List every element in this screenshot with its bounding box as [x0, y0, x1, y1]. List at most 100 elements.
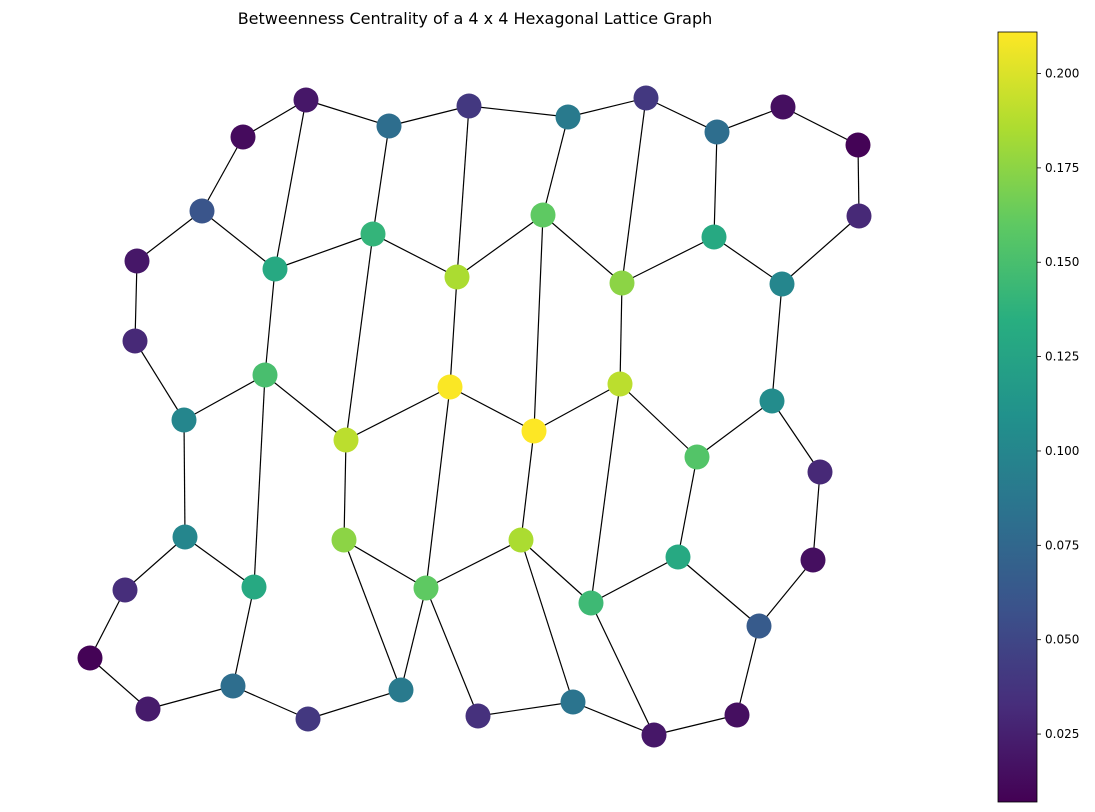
edge-28-29 [542, 116, 569, 216]
graph-node-44 [800, 547, 826, 573]
graph-node-17 [333, 427, 359, 453]
edge-20-21 [425, 587, 479, 717]
edge-29-34 [567, 97, 647, 118]
graph-node-46 [846, 203, 872, 229]
edge-44-45 [812, 471, 821, 561]
edge-36-37 [677, 456, 698, 558]
graph-node-19 [376, 113, 402, 139]
edge-13-19 [305, 99, 390, 127]
graph-node-43 [770, 94, 796, 120]
graph-node-32 [607, 371, 633, 397]
graph-node-42 [769, 271, 795, 297]
edge-31-36 [590, 556, 679, 604]
graph-node-38 [701, 224, 727, 250]
edge-3-11 [183, 374, 266, 421]
edge-20-25 [477, 701, 574, 717]
graph-node-12 [262, 256, 288, 282]
edge-2-10 [184, 536, 255, 588]
graph-node-28 [530, 202, 556, 228]
graph-node-26 [508, 527, 534, 553]
edge-3-4 [134, 340, 185, 421]
colorbar-ticks: 0.025 0.050 0.075 0.100 0.125 0.150 0.175 0.200 [1037, 67, 1079, 741]
edge-17-22 [345, 386, 451, 441]
edge-4-5 [134, 260, 138, 342]
graph-node-14 [295, 706, 321, 732]
colorbar-tick-label: 0.075 [1045, 538, 1079, 552]
graph-node-10 [241, 574, 267, 600]
edge-41-42 [771, 283, 783, 402]
edge-16-17 [343, 439, 347, 541]
graph-node-1 [112, 577, 138, 603]
graph-node-33 [609, 270, 635, 296]
edge-32-37 [619, 383, 698, 458]
edge-23-24 [456, 105, 470, 278]
chart-title: Betweenness Centrality of a 4 x 4 Hexago… [238, 9, 713, 28]
edge-33-34 [621, 97, 647, 284]
edge-27-28 [533, 214, 544, 432]
edge-0-8 [89, 657, 149, 710]
edge-1-2 [124, 536, 186, 591]
edge-11-12 [264, 268, 276, 376]
graph-node-6 [189, 198, 215, 224]
edge-21-22 [425, 386, 451, 589]
graph-node-30 [641, 722, 667, 748]
graph-node-3 [171, 407, 197, 433]
colorbar-gradient [997, 31, 1038, 803]
edge-23-28 [456, 214, 544, 278]
colorbar-tick-label: 0.050 [1045, 633, 1079, 647]
edge-5-6 [136, 210, 203, 262]
graph-node-39 [704, 119, 730, 145]
edge-43-47 [782, 106, 859, 146]
graph-node-5 [124, 248, 150, 274]
edge-15-21 [400, 587, 427, 691]
colorbar: 0.025 0.050 0.075 0.100 0.125 0.150 0.175 0.200 [997, 31, 1079, 803]
edge-32-33 [619, 282, 623, 385]
edge-24-29 [468, 105, 569, 118]
graph-node-40 [746, 613, 772, 639]
edge-10-11 [253, 374, 266, 588]
graph-node-25 [560, 689, 586, 715]
graph-node-47 [845, 132, 871, 158]
graph-node-29 [555, 104, 581, 130]
edge-22-27 [449, 386, 535, 432]
graph-node-23 [444, 264, 470, 290]
edge-6-12 [201, 210, 276, 270]
edge-37-41 [696, 400, 773, 458]
node-layer [77, 85, 872, 748]
graph-node-35 [724, 702, 750, 728]
edge-35-40 [736, 625, 760, 716]
edge-14-15 [307, 689, 402, 720]
edge-25-26 [520, 539, 574, 703]
edge-12-13 [274, 99, 307, 270]
edge-9-14 [232, 685, 309, 720]
graph-node-13 [293, 87, 319, 113]
graph-node-31 [578, 590, 604, 616]
graph-node-16 [331, 527, 357, 553]
graph-node-21 [413, 575, 439, 601]
edge-26-31 [520, 539, 592, 604]
edge-18-23 [372, 233, 458, 278]
edge-8-9 [147, 685, 234, 710]
edge-0-1 [89, 589, 126, 659]
graph-node-20 [465, 703, 491, 729]
edge-33-38 [621, 236, 715, 284]
graph-node-45 [807, 459, 833, 485]
edge-2-3 [183, 419, 186, 538]
colorbar-tick-label: 0.150 [1045, 255, 1079, 269]
edge-26-27 [520, 430, 535, 541]
edge-30-35 [653, 714, 738, 736]
edge-36-40 [677, 556, 760, 627]
edge-25-30 [572, 701, 655, 736]
graph-node-27 [521, 418, 547, 444]
graph-node-18 [360, 221, 386, 247]
graph-node-41 [759, 388, 785, 414]
graph-node-15 [388, 677, 414, 703]
edge-38-39 [713, 131, 718, 238]
colorbar-tick-label: 0.025 [1045, 727, 1079, 741]
graph-node-9 [220, 673, 246, 699]
graph-node-11 [252, 362, 278, 388]
graph-node-0 [77, 645, 103, 671]
graph-node-36 [665, 544, 691, 570]
edge-34-39 [645, 97, 718, 133]
